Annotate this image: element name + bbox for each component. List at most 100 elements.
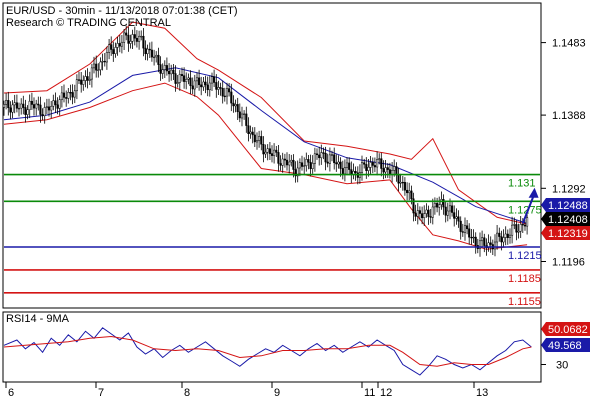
candle-body <box>127 34 130 44</box>
candle-body <box>311 163 314 169</box>
price-tag-1 <box>541 212 590 226</box>
candle-body <box>123 32 126 43</box>
candle-body <box>369 162 372 168</box>
candle-body <box>129 41 132 44</box>
x-axis-label-5: 12 <box>380 387 392 399</box>
candle-body <box>511 224 514 236</box>
candle-body <box>348 162 351 170</box>
candle-body <box>30 100 33 105</box>
candle-body <box>95 63 98 71</box>
candle-body <box>198 77 201 86</box>
candle-body <box>341 168 344 175</box>
candle-body <box>125 32 128 36</box>
candle-body <box>483 237 486 246</box>
candle-body <box>58 99 61 109</box>
candle-body <box>15 102 18 109</box>
candle-body <box>193 80 196 90</box>
candle-body <box>388 169 391 175</box>
candle-body <box>172 69 175 74</box>
candle-body <box>9 107 12 113</box>
candle-body <box>408 190 411 194</box>
candle-body <box>62 92 66 98</box>
candle-body <box>69 92 72 94</box>
candle-body <box>326 161 329 164</box>
x-axis-label-2: 8 <box>184 387 190 399</box>
candle-body <box>54 100 57 105</box>
candle-body <box>515 224 518 233</box>
rsi-axis-label-1: 30 <box>556 360 568 372</box>
candle-body <box>395 166 398 176</box>
candle-body <box>47 106 51 111</box>
candle-body <box>423 213 426 218</box>
candle-body <box>52 100 55 107</box>
candle-body <box>213 76 216 83</box>
candle-body <box>142 35 145 49</box>
candle-body <box>290 159 293 163</box>
candle-body <box>296 167 299 177</box>
candle-body <box>410 190 413 200</box>
candle-body <box>155 54 158 58</box>
price-tag-2 <box>541 226 590 240</box>
candle-body <box>13 102 16 106</box>
level-label-3: 1.1185 <box>508 273 541 285</box>
candle-body <box>251 131 254 136</box>
candle-body <box>399 181 402 184</box>
candle-body <box>35 103 38 109</box>
x-axis-label-6: 13 <box>476 387 488 399</box>
x-axis-label-1: 7 <box>98 387 104 399</box>
candle-body <box>204 81 207 86</box>
candle-body <box>238 111 241 119</box>
candle-body <box>313 153 316 164</box>
candle-body <box>90 67 93 80</box>
candle-body <box>161 69 164 74</box>
candle-body <box>273 149 276 156</box>
candle-body <box>195 77 199 82</box>
candle-body <box>406 189 409 194</box>
candle-body <box>378 158 381 160</box>
candle-body <box>339 161 342 169</box>
candle-body <box>288 161 291 166</box>
candle-body <box>258 136 261 141</box>
candle-body <box>191 85 194 90</box>
candle-body <box>236 104 239 113</box>
candle-body <box>523 224 527 227</box>
candle-body <box>343 167 346 175</box>
candle-body <box>45 106 48 108</box>
candle-body <box>232 102 235 107</box>
candle-body <box>478 240 482 249</box>
candle-body <box>526 217 529 227</box>
candle-body <box>322 152 325 154</box>
candle-body <box>165 65 168 72</box>
candle-body <box>451 205 454 213</box>
x-axis-label-4: 11 <box>364 387 375 399</box>
candle-body <box>354 171 357 174</box>
candle-body <box>228 88 231 93</box>
candle-body <box>436 203 439 208</box>
candle-body <box>455 216 458 219</box>
candle-body <box>174 73 177 84</box>
candle-body <box>305 159 308 166</box>
candle-body <box>206 84 209 91</box>
x-axis-label-3: 9 <box>274 387 280 399</box>
candle-body <box>144 47 147 55</box>
candle-body <box>230 91 233 104</box>
candle-body <box>397 174 400 184</box>
candle-body <box>504 233 507 238</box>
candle-body <box>489 242 492 245</box>
rsi-layer <box>3 327 532 376</box>
price-tag-label-0: 1.12488 <box>548 200 588 212</box>
candle-body <box>318 154 321 159</box>
candle-body <box>208 82 211 91</box>
candle-body <box>493 241 497 250</box>
candle-body <box>442 199 445 208</box>
candle-body <box>243 113 246 115</box>
candle-body <box>225 88 229 97</box>
candle-body <box>277 152 280 164</box>
candle-body <box>285 159 289 166</box>
candle-body <box>418 210 421 214</box>
rsi-tag-label-0: 50.0682 <box>548 324 588 336</box>
candle-body <box>153 56 156 59</box>
rsi-tag-1 <box>541 338 590 352</box>
candle-body <box>80 79 83 85</box>
candle-body <box>386 167 389 170</box>
